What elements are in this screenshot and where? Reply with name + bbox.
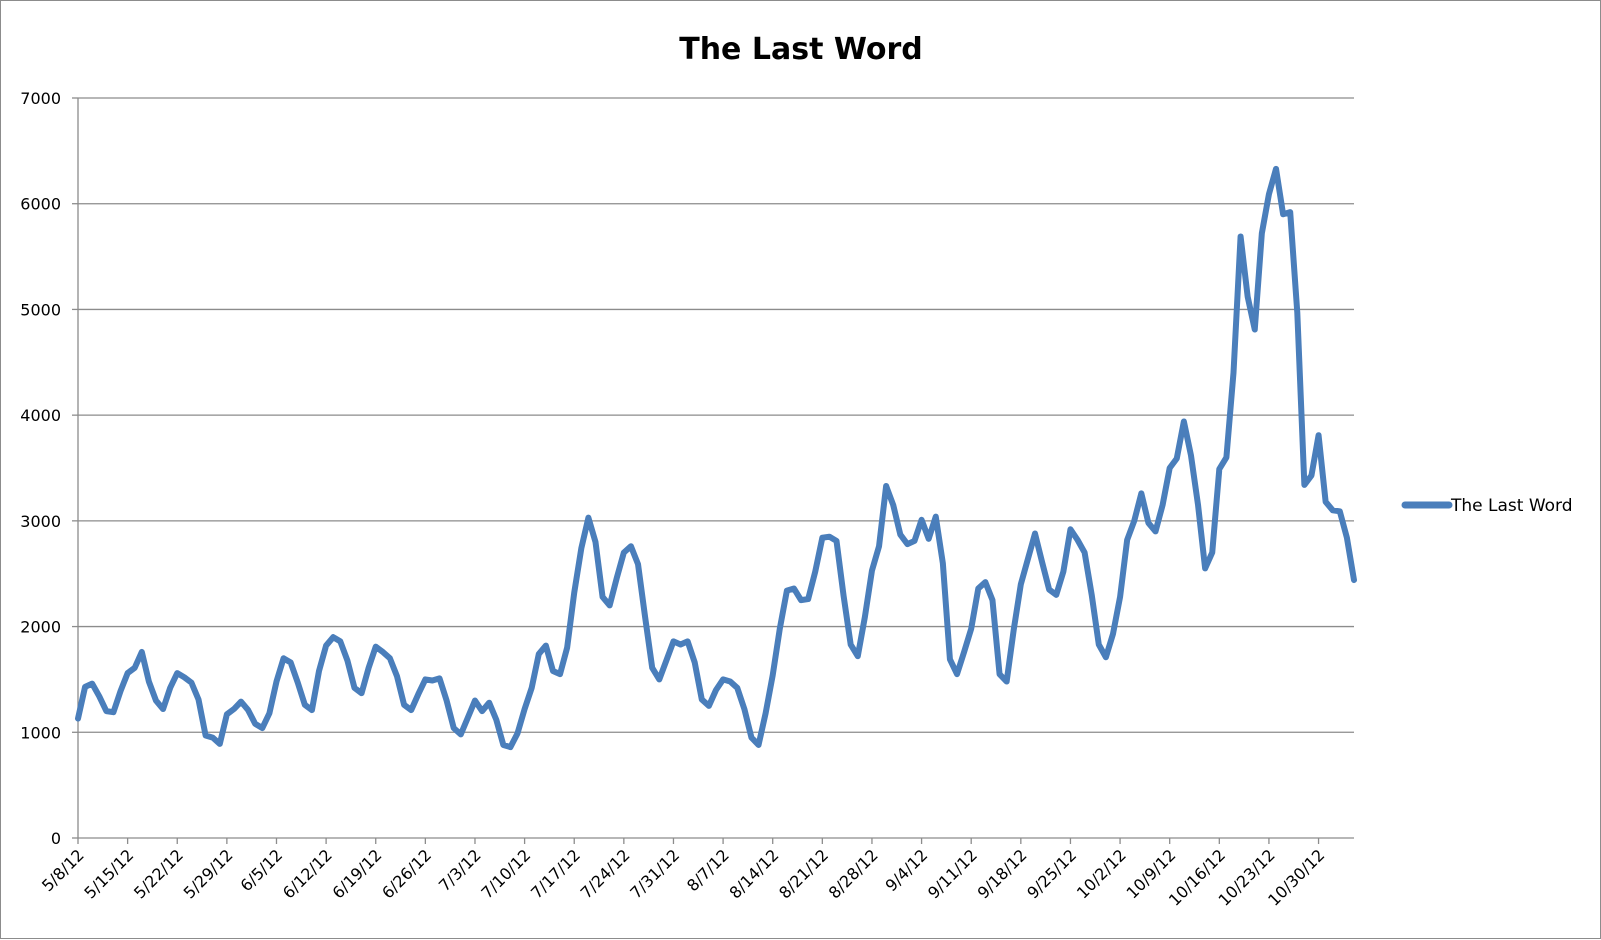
y-tick-label: 7000: [20, 89, 61, 108]
y-tick-label: 4000: [20, 406, 61, 425]
x-tick-label: 6/26/12: [378, 845, 435, 902]
x-tick-label: 7/31/12: [626, 845, 683, 902]
legend: The Last Word: [1401, 496, 1573, 516]
x-tick-label: 8/14/12: [725, 845, 782, 902]
x-tick-label: 7/17/12: [527, 845, 584, 902]
chart-title: The Last Word: [679, 32, 923, 67]
x-tick-label: 10/2/12: [1073, 845, 1130, 902]
y-tick-label: 3000: [20, 512, 61, 531]
y-tick-label: 5000: [20, 300, 61, 319]
y-tick-label: 1000: [20, 723, 61, 742]
legend-label: The Last Word: [1450, 496, 1573, 516]
x-tick-label: 6/12/12: [279, 845, 336, 902]
x-tick-label: 9/25/12: [1023, 845, 1080, 902]
x-tick-label: 9/11/12: [924, 845, 981, 902]
x-tick-label: 8/21/12: [775, 845, 832, 902]
y-tick-label: 2000: [20, 618, 61, 637]
x-axis-ticks: 5/8/125/15/125/22/125/29/12 6/5/126/12/12…: [38, 838, 1328, 910]
gridlines: [78, 97, 1354, 733]
y-axis-ticks: 0 1000 2000 3000 4000 5000 6000 7000: [20, 89, 78, 848]
x-tick-label: 5/22/12: [130, 845, 187, 902]
x-tick-label: 7/24/12: [577, 845, 634, 902]
x-tick-label: 5/29/12: [180, 845, 237, 902]
y-tick-label: 0: [51, 829, 61, 848]
y-tick-label: 6000: [20, 195, 61, 214]
x-tick-label: 8/28/12: [825, 845, 882, 902]
x-tick-label: 7/10/12: [477, 845, 534, 902]
series-layer: [75, 165, 1357, 751]
series-line-the-last-word: [75, 165, 1357, 751]
x-tick-label: 6/19/12: [329, 845, 386, 902]
axes: [77, 98, 1354, 839]
x-tick-label: 9/18/12: [974, 845, 1031, 902]
x-tick-label: 5/15/12: [80, 845, 137, 902]
